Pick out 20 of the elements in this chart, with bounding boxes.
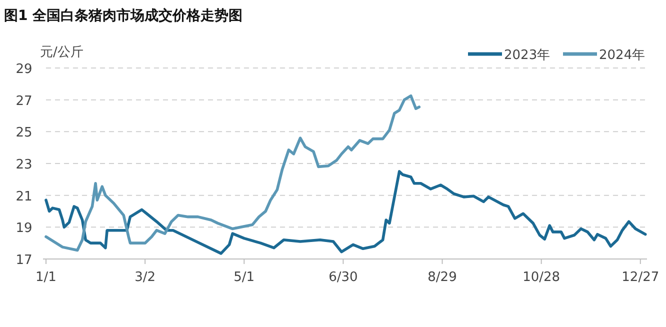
legend-label: 2023年 [504, 48, 550, 63]
y-axis-title: 元/公斤 [40, 45, 84, 60]
x-tick-label: 12/27 [622, 270, 660, 285]
x-tick-label: 5/1 [234, 270, 255, 285]
legend-label: 2024年 [599, 48, 646, 63]
x-tick-label: 3/2 [134, 270, 156, 285]
y-tick-label: 25 [16, 126, 32, 141]
y-tick-label: 29 [16, 62, 32, 77]
line-series [44, 170, 647, 255]
x-tick-label: 8/29 [428, 270, 457, 285]
x-tick-label: 6/30 [328, 270, 358, 285]
y-tick-label: 21 [16, 189, 32, 204]
x-tick-label: 1/1 [36, 270, 56, 285]
y-tick-label: 19 [16, 221, 32, 236]
y-tick-label: 17 [16, 253, 32, 268]
x-tick-label: 10/28 [522, 270, 560, 285]
y-tick-label: 27 [16, 94, 32, 109]
y-tick-label: 23 [16, 158, 32, 172]
chart-title: 图1 全国白条猪肉市场成交价格走势图 [4, 7, 243, 24]
line-series [44, 94, 421, 252]
